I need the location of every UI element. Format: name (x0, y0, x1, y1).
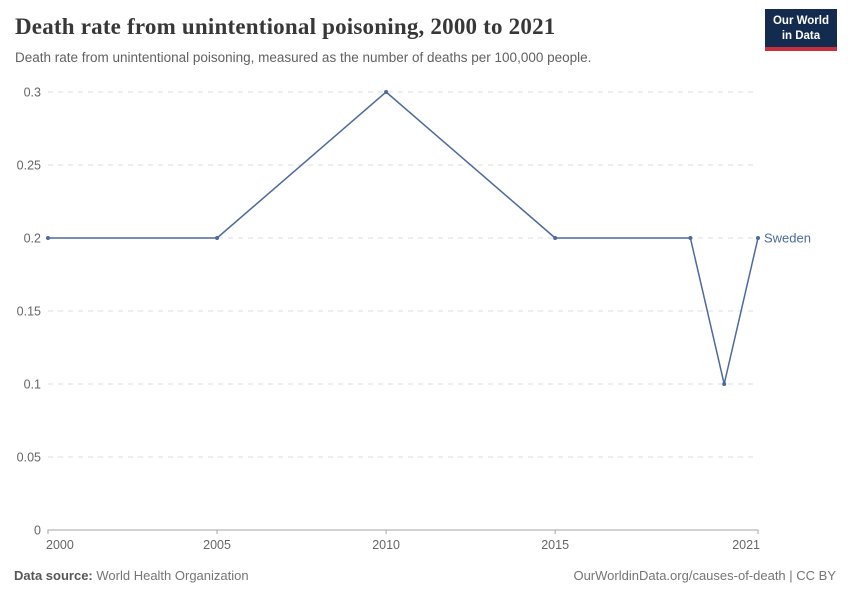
series-end-label[interactable]: Sweden (764, 231, 811, 246)
y-tick-label: 0.05 (17, 451, 41, 465)
x-tick-label: 2021 (732, 538, 760, 552)
data-point[interactable] (46, 236, 50, 240)
data-point[interactable] (688, 236, 693, 240)
x-tick-label: 2015 (541, 538, 569, 552)
data-point[interactable] (384, 90, 389, 94)
y-tick-label: 0 (34, 524, 41, 538)
chart-subtitle: Death rate from unintentional poisoning,… (15, 50, 592, 65)
data-point[interactable] (722, 382, 727, 386)
x-tick-label: 2010 (372, 538, 400, 552)
data-point[interactable] (215, 236, 220, 240)
chart-header: Death rate from unintentional poisoning,… (15, 14, 755, 65)
credit-link[interactable]: OurWorldinData.org/causes-of-death | CC … (573, 568, 836, 583)
x-axis (47, 529, 759, 534)
x-tick-label: 2005 (203, 538, 231, 552)
owid-logo-line2: in Data (781, 29, 821, 42)
series-line[interactable] (47, 91, 759, 385)
y-tick-label: 0.2 (24, 232, 41, 246)
y-tick-label: 0.3 (24, 86, 41, 100)
chart-title: Death rate from unintentional poisoning,… (15, 14, 556, 39)
owid-logo[interactable]: Our World in Data (764, 9, 837, 51)
owid-logo-line1: Our World (772, 15, 829, 27)
y-tick-label: 0.25 (17, 159, 41, 173)
data-source-value: World Health Organization (96, 568, 249, 583)
data-source-label: Data source: (14, 568, 93, 583)
line-chart: 0 0.05 0.1 0.15 0.2 0.25 0.3 2000 2005 2010 2015 20… (17, 86, 811, 553)
data-point[interactable] (553, 236, 558, 240)
y-tick-label: 0.1 (24, 378, 41, 392)
x-tick-label: 2000 (46, 538, 74, 552)
y-tick-label: 0.15 (17, 305, 41, 319)
chart-footer: Data source: World Health Organization O… (14, 568, 836, 583)
data-source: Data source: World Health Organization (14, 568, 249, 583)
data-point[interactable] (756, 236, 760, 240)
